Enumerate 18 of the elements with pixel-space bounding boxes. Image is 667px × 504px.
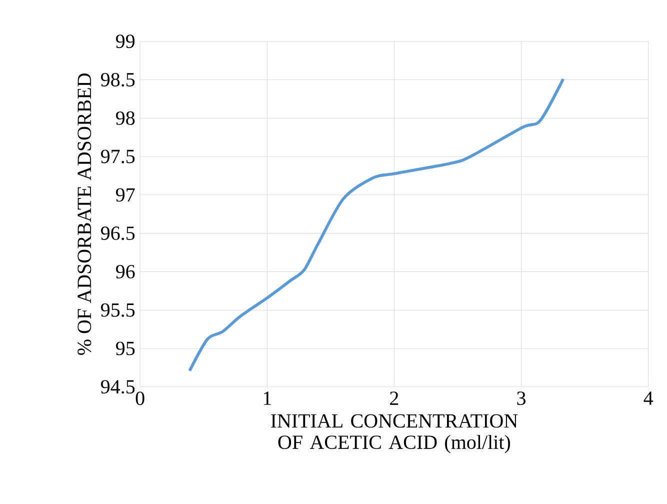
y-axis-title: % OF ADSORBATE ADSORBED — [78, 73, 92, 355]
y-tick-label: 99 — [116, 34, 135, 48]
y-tick-label: 98.5 — [100, 72, 135, 86]
y-tick-label: 96 — [116, 264, 135, 278]
x-tick-label: 4 — [644, 391, 654, 405]
x-tick-label: 0 — [136, 391, 144, 405]
x-tick-label: 1 — [264, 391, 271, 405]
line-series — [188, 77, 565, 372]
y-tick-label: 96.5 — [100, 226, 135, 240]
x-tick-label: 2 — [390, 391, 398, 405]
y-tick-label: 94.5 — [100, 380, 135, 394]
y-tick-label: 98 — [116, 111, 135, 125]
y-tick-label: 95.5 — [100, 303, 135, 317]
x-axis-title: INITIAL CONCENTRATION OF ACETIC ACID (mol/lit) — [271, 414, 518, 453]
y-tick-label: 95 — [116, 342, 135, 356]
x-tick-label: 3 — [517, 391, 526, 405]
y-tick-label: 97 — [116, 188, 135, 202]
y-tick-label: 97.5 — [100, 150, 135, 164]
